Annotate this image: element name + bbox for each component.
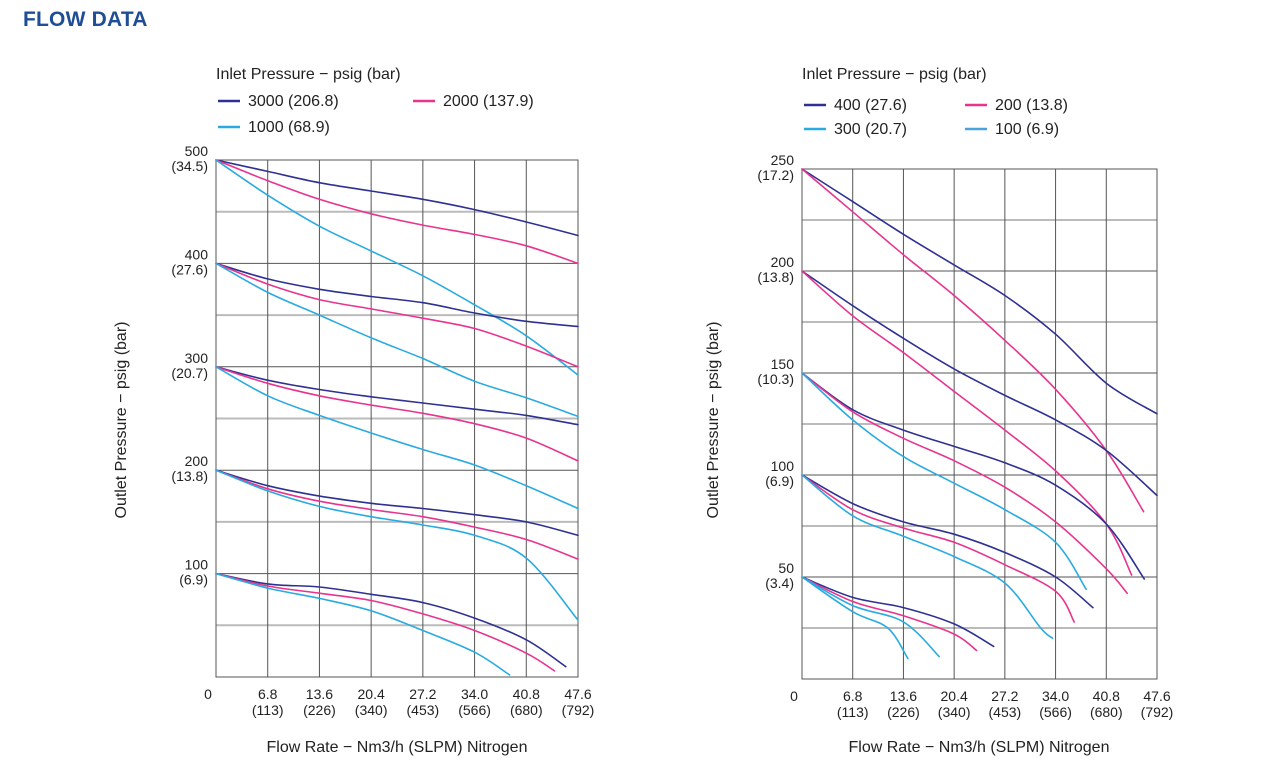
x-tick-label-slpm: (340) — [355, 702, 388, 718]
x-tick-label: 20.4 — [941, 688, 968, 704]
x-tick-label: 0 — [790, 688, 798, 704]
y-tick-label-bar: (10.3) — [757, 371, 794, 387]
legend-title: Inlet Pressure − psig (bar) — [216, 66, 401, 83]
series-line — [215, 262, 579, 418]
y-tick-label: 150 — [771, 356, 795, 372]
legend-entry: 2000 (137.9) — [443, 93, 534, 110]
x-tick-label-slpm: (566) — [1039, 704, 1072, 720]
x-tick-label-slpm: (340) — [938, 704, 971, 720]
x-tick-label: 13.6 — [890, 688, 917, 704]
x-tick-label-slpm: (792) — [562, 702, 595, 718]
x-axis-title: Flow Rate − Nm3/h (SLPM) Nitrogen — [267, 739, 528, 756]
series-line — [215, 159, 579, 237]
x-tick-label: 6.8 — [843, 688, 863, 704]
series-line — [801, 168, 1158, 415]
y-tick-label: 200 — [771, 254, 795, 270]
legend-entry: 1000 (68.9) — [248, 119, 330, 136]
x-tick-label-slpm: (680) — [1090, 704, 1123, 720]
plot-frame — [215, 159, 579, 678]
x-tick-label: 13.6 — [306, 686, 333, 702]
x-tick-label-slpm: (113) — [252, 702, 284, 718]
y-tick-label-bar: (13.8) — [757, 269, 794, 285]
series-line — [215, 469, 579, 560]
x-tick-label: 6.8 — [258, 686, 278, 702]
series-line — [215, 469, 579, 621]
x-tick-label: 47.6 — [1143, 688, 1170, 704]
series-line — [801, 372, 1087, 590]
y-tick-label-bar: (6.9) — [765, 473, 794, 489]
series-line — [801, 474, 1075, 623]
series-line — [801, 474, 1094, 609]
x-tick-label-slpm: (226) — [303, 702, 336, 718]
x-tick-label-slpm: (680) — [510, 702, 543, 718]
x-tick-label-slpm: (453) — [407, 702, 440, 718]
x-tick-label: 34.0 — [461, 686, 488, 702]
legend-title: Inlet Pressure − psig (bar) — [802, 66, 987, 83]
x-tick-label: 40.8 — [1093, 688, 1120, 704]
y-tick-label: 500 — [185, 143, 209, 159]
y-tick-label: 300 — [185, 350, 209, 366]
series-line — [801, 576, 909, 660]
y-tick-label: 50 — [778, 560, 794, 576]
y-tick-label: 100 — [185, 557, 209, 573]
y-tick-label: 250 — [771, 152, 795, 168]
y-tick-label: 200 — [185, 453, 209, 469]
y-axis-title: Outlet Pressure − psig (bar) — [113, 322, 130, 519]
x-tick-label-slpm: (566) — [458, 702, 491, 718]
x-tick-label: 40.8 — [513, 686, 540, 702]
y-tick-label-bar: (13.8) — [171, 468, 208, 484]
y-axis-title: Outlet Pressure − psig (bar) — [705, 322, 722, 519]
series-line — [215, 159, 579, 265]
y-tick-label-bar: (6.9) — [179, 572, 208, 588]
legend-entry: 100 (6.9) — [995, 121, 1059, 138]
series-line — [801, 270, 1158, 497]
series-line — [801, 474, 1054, 639]
series-line — [215, 366, 579, 510]
x-tick-label-slpm: (792) — [1141, 704, 1174, 720]
x-tick-label: 47.6 — [564, 686, 591, 702]
x-tick-label-slpm: (113) — [837, 704, 869, 720]
x-tick-label: 0 — [204, 686, 212, 702]
page-title: FLOW DATA — [23, 8, 148, 31]
series-line — [215, 572, 511, 676]
series-line — [801, 372, 1146, 580]
y-tick-label: 100 — [771, 458, 795, 474]
x-tick-label-slpm: (453) — [989, 704, 1022, 720]
y-tick-label-bar: (3.4) — [765, 575, 794, 591]
series-line — [215, 262, 579, 368]
series-line — [215, 366, 579, 426]
legend-entry: 300 (20.7) — [834, 121, 907, 138]
y-tick-label-bar: (34.5) — [171, 158, 208, 174]
series-line — [801, 270, 1133, 576]
x-tick-label: 27.2 — [409, 686, 436, 702]
series-line — [801, 576, 995, 648]
chart-right-inlet-400: 50(3.4) 100(6.9) 150(10.3) 200(13.8) 250(17.… — [705, 66, 1174, 756]
x-tick-label: 27.2 — [991, 688, 1018, 704]
plot-frame — [801, 168, 1158, 680]
y-tick-label-bar: (20.7) — [171, 365, 208, 381]
x-axis-title: Flow Rate − Nm3/h (SLPM) Nitrogen — [849, 739, 1110, 756]
series-line — [215, 572, 556, 672]
y-tick-label: 400 — [185, 246, 209, 262]
legend-entry: 200 (13.8) — [995, 97, 1068, 114]
y-tick-label-bar: (27.6) — [171, 261, 208, 277]
series-line — [215, 366, 579, 462]
x-tick-label-slpm: (226) — [887, 704, 920, 720]
chart-left-inlet-3000: 100(6.9)200(13.8)300(20.7)400(27.6)500(3… — [113, 66, 595, 756]
series-line — [801, 372, 1128, 595]
y-tick-label-bar: (17.2) — [757, 167, 794, 183]
x-tick-label: 34.0 — [1042, 688, 1069, 704]
series-line — [215, 572, 567, 668]
series-line — [215, 262, 579, 328]
series-line — [801, 576, 978, 652]
x-tick-label: 20.4 — [358, 686, 385, 702]
series-line — [801, 576, 940, 658]
legend-entry: 3000 (206.8) — [248, 93, 339, 110]
series-line — [215, 469, 579, 537]
series-line — [215, 159, 579, 376]
series-line — [801, 168, 1145, 513]
legend-entry: 400 (27.6) — [834, 97, 907, 114]
